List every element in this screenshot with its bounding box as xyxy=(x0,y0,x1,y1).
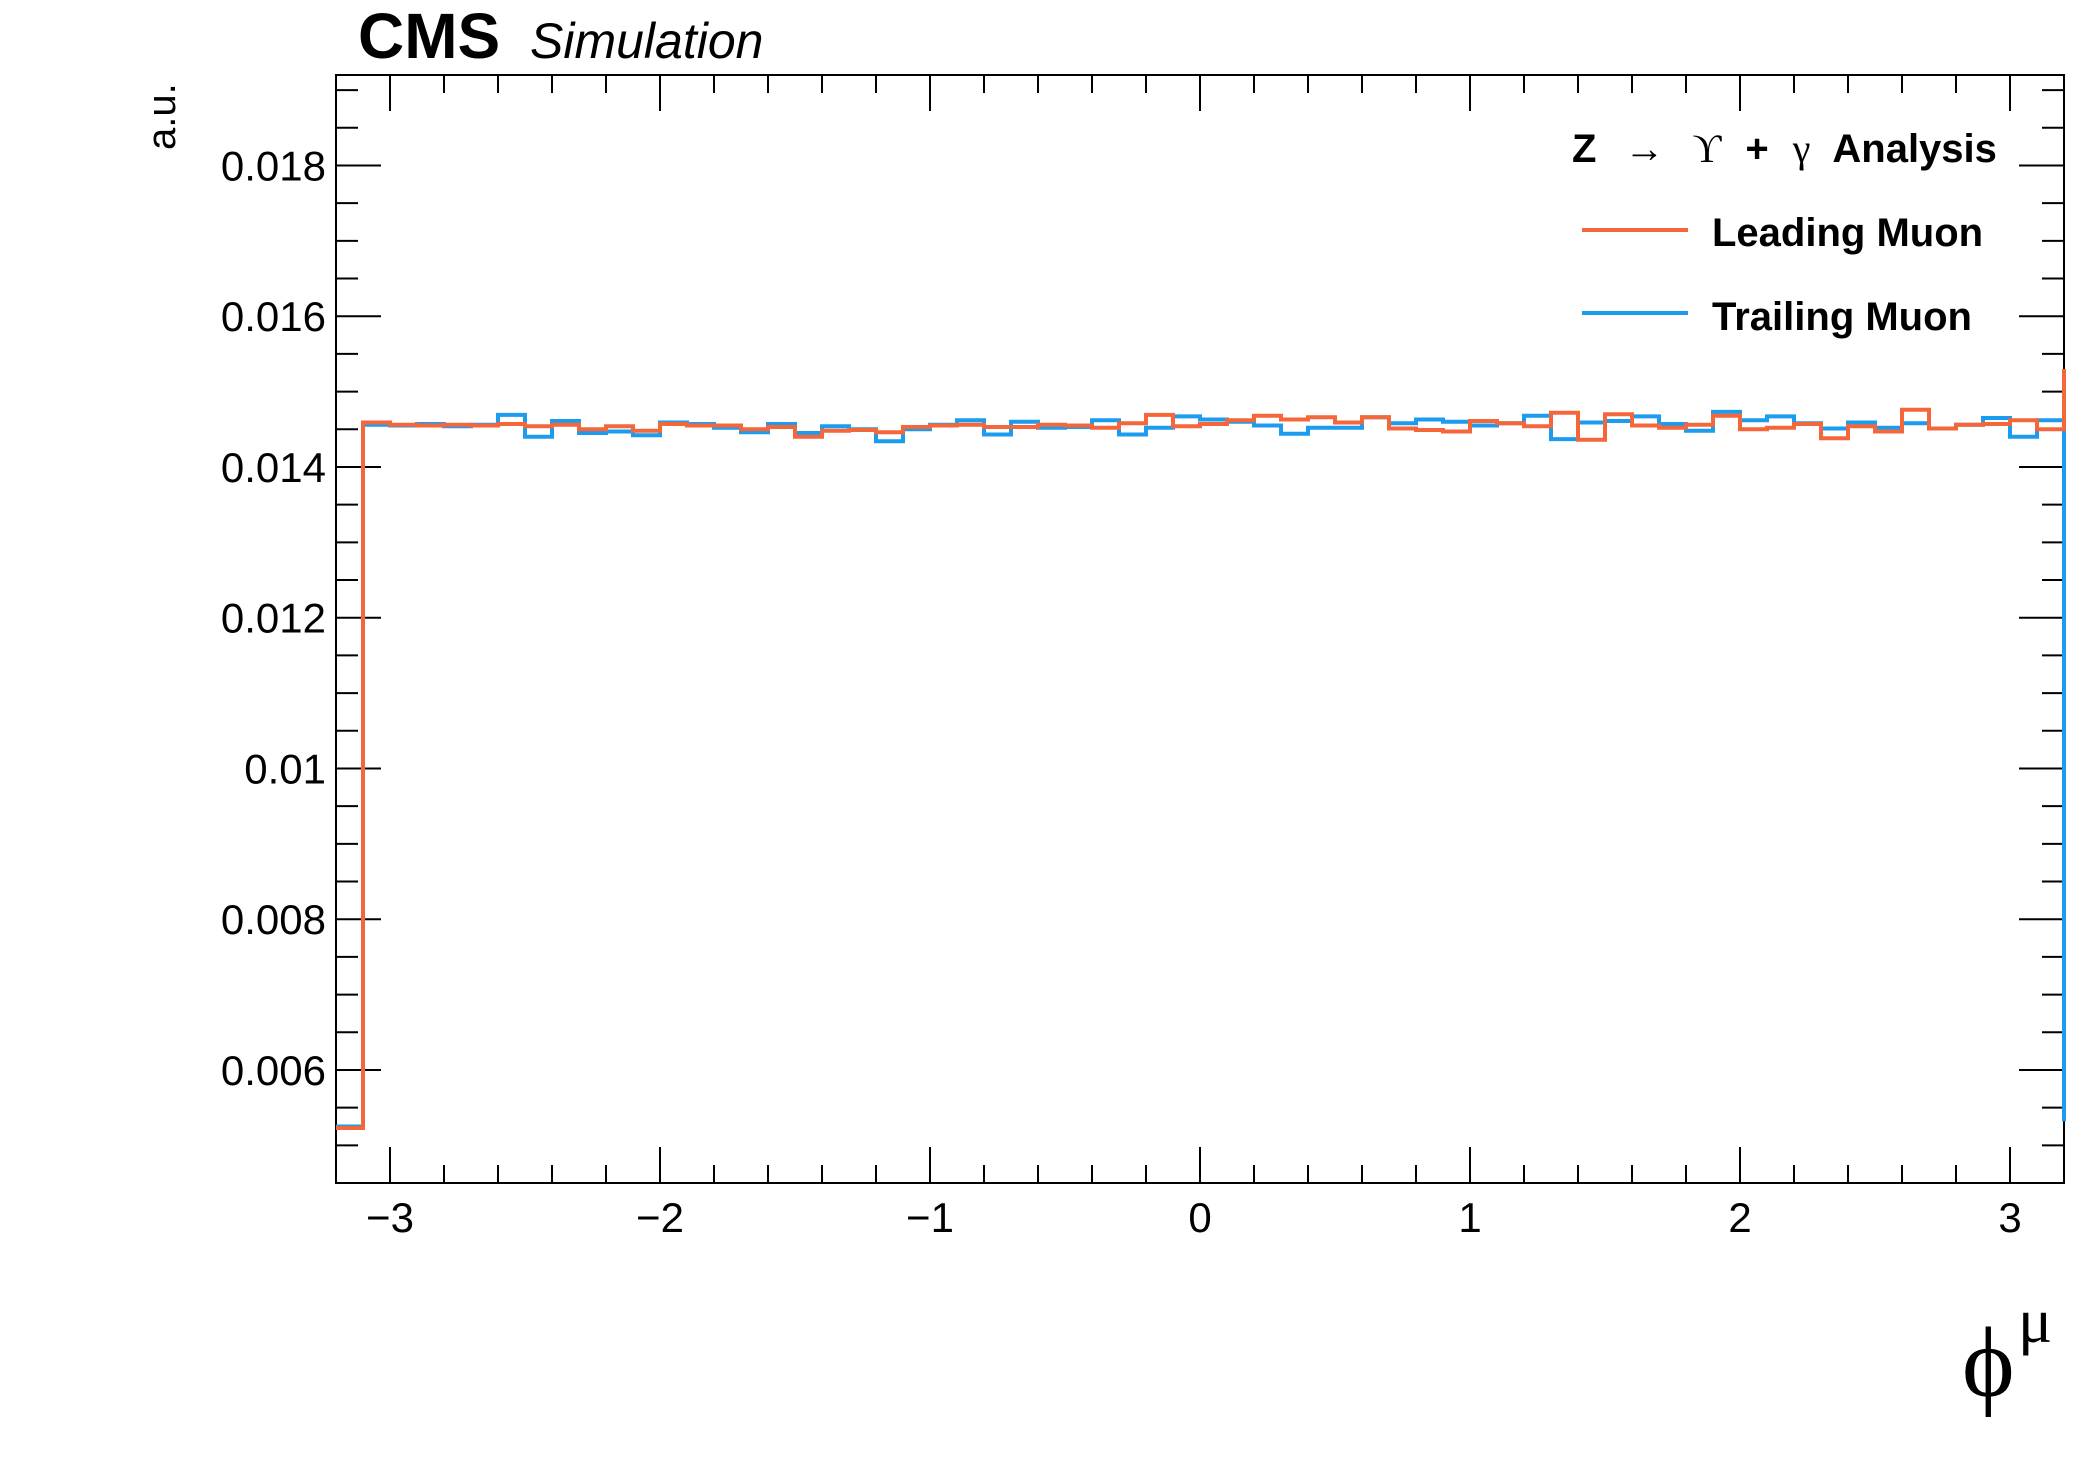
x-axis-title-symbol: ϕ xyxy=(1962,1307,2015,1418)
x-tick-label: 3 xyxy=(1998,1194,2021,1241)
x-axis-title-superscript: μ xyxy=(2018,1285,2052,1356)
y-tick-label: 0.014 xyxy=(221,444,326,491)
legend-title-plus: + xyxy=(1745,127,1768,171)
y-tick-label: 0.018 xyxy=(221,142,326,189)
x-tick-label: 2 xyxy=(1728,1194,1751,1241)
legend-label-trailing: Trailing Muon xyxy=(1712,295,1972,339)
legend-title-upsilon: ϒ xyxy=(1692,126,1722,171)
legend-title-gamma: γ xyxy=(1792,126,1811,171)
y-tick-label: 0.006 xyxy=(221,1047,326,1094)
y-tick-label: 0.01 xyxy=(244,745,326,792)
axis-ticks xyxy=(335,75,2065,1184)
y-tick-label: 0.016 xyxy=(221,293,326,340)
simulation-label: Simulation xyxy=(530,13,763,69)
x-tick-label: −2 xyxy=(636,1194,684,1241)
y-axis-title: a.u. xyxy=(140,83,184,150)
x-tick-label: 0 xyxy=(1188,1194,1211,1241)
y-tick-label: 0.008 xyxy=(221,896,326,943)
experiment-label: CMS xyxy=(358,0,500,72)
legend-title-z: Z xyxy=(1572,127,1596,171)
x-tick-label: −1 xyxy=(906,1194,954,1241)
x-tick-label: 1 xyxy=(1458,1194,1481,1241)
axis-tick-labels: −3 −2 −1 0 1 2 3 0.006 0.008 0.01 0.012 0.014 0.016 0… xyxy=(221,142,2022,1241)
y-tick-label: 0.012 xyxy=(221,595,326,642)
histogram-series xyxy=(336,369,2066,1130)
series-line-leading-muon xyxy=(336,369,2066,1130)
legend-title: Z → ϒ + γ Analysis xyxy=(1572,126,1997,171)
x-axis-title: ϕ μ xyxy=(1962,1285,2052,1418)
legend-title-arrow: → xyxy=(1624,126,1664,171)
legend: Z → ϒ + γ Analysis Leading Muon Trailing… xyxy=(1572,126,1997,339)
legend-label-leading: Leading Muon xyxy=(1712,211,1983,255)
legend-title-analysis: Analysis xyxy=(1832,127,1997,171)
x-tick-label: −3 xyxy=(366,1194,414,1241)
